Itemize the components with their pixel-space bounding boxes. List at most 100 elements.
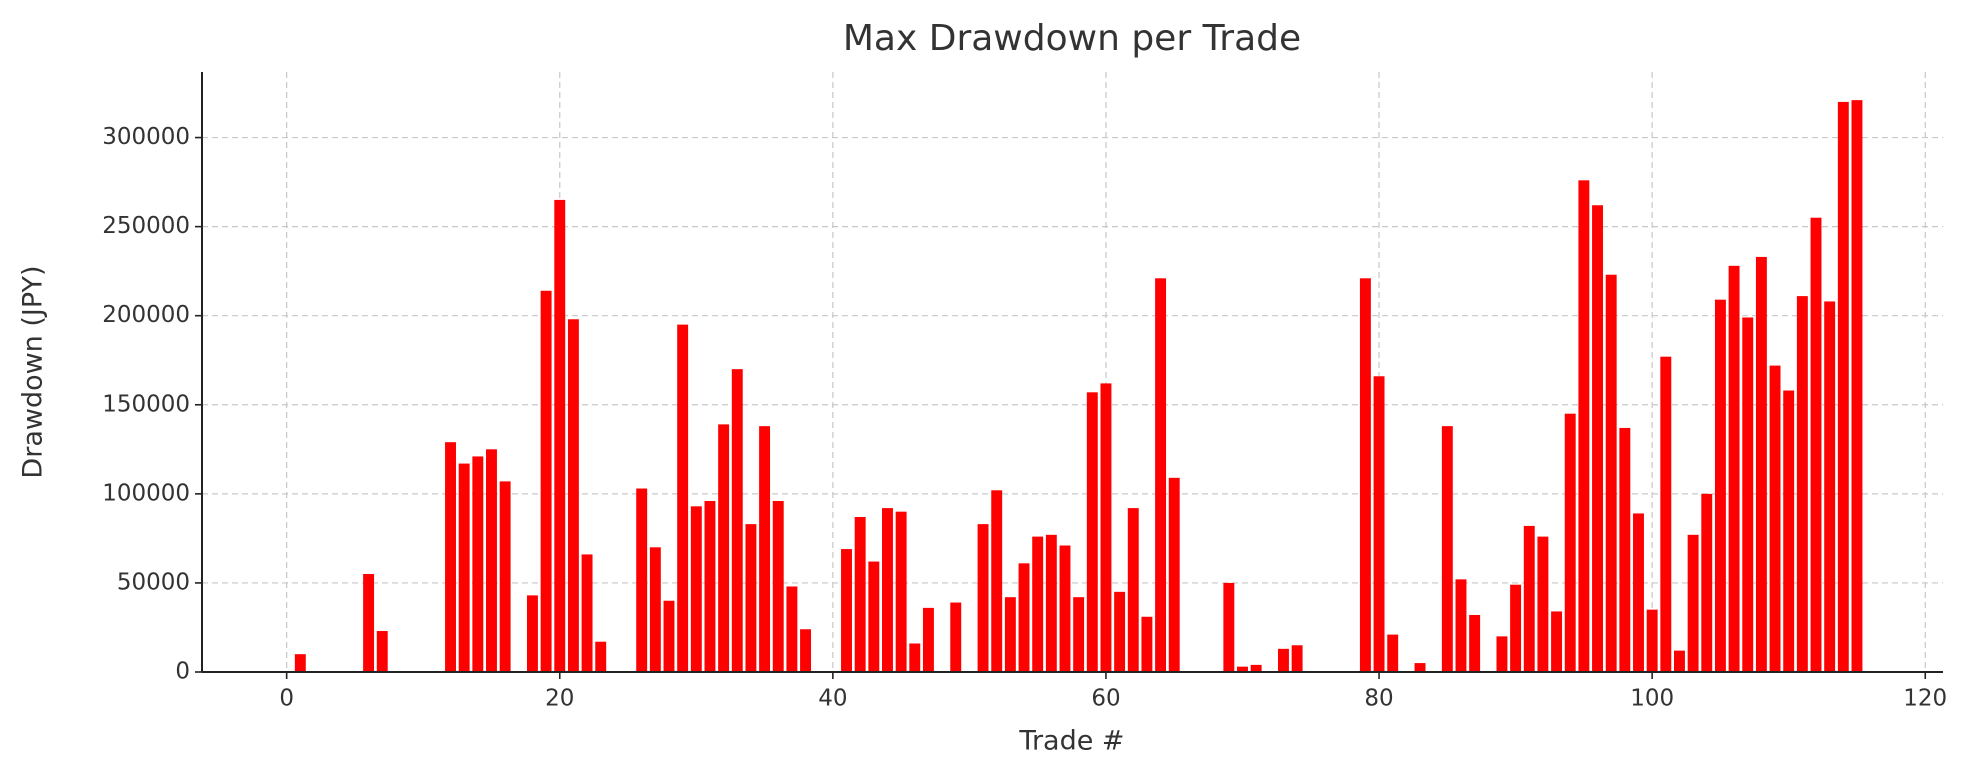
bar — [1114, 591, 1126, 672]
y-tick-label: 250000 — [102, 213, 190, 239]
bar — [1769, 365, 1781, 672]
bar — [486, 449, 497, 672]
bar — [595, 641, 607, 672]
bar — [731, 369, 743, 672]
bar — [1127, 508, 1139, 672]
bar — [1059, 545, 1071, 672]
bar — [663, 600, 675, 672]
bar — [1237, 666, 1248, 672]
bar — [1783, 390, 1795, 672]
bar — [567, 319, 579, 672]
bar — [1687, 534, 1699, 672]
bar — [1291, 645, 1303, 672]
bar — [690, 506, 702, 672]
bar — [472, 456, 484, 672]
bar — [1032, 536, 1044, 672]
bar — [554, 199, 566, 673]
bar — [991, 490, 1003, 672]
bar — [1100, 383, 1112, 672]
bar — [1551, 611, 1563, 672]
x-tick-label: 60 — [1091, 686, 1120, 712]
bar — [581, 554, 593, 672]
bar — [363, 574, 375, 672]
bar — [1223, 582, 1235, 672]
bar — [1592, 205, 1603, 672]
bar — [1605, 274, 1617, 672]
bar — [1564, 413, 1576, 672]
bar — [677, 324, 689, 672]
y-tick-label: 150000 — [102, 391, 190, 417]
bar — [1250, 664, 1262, 672]
bar — [1714, 299, 1726, 672]
bar — [977, 524, 989, 672]
bar — [445, 442, 456, 672]
bar — [1414, 663, 1426, 672]
bar — [1755, 256, 1767, 672]
bar — [636, 488, 648, 672]
bar — [1537, 536, 1549, 672]
bar — [1359, 278, 1371, 672]
bar — [1373, 376, 1385, 672]
bar — [1141, 616, 1153, 672]
bar — [1168, 477, 1180, 672]
bar — [649, 547, 661, 672]
bar — [1004, 597, 1016, 672]
bar — [1045, 534, 1057, 672]
bar — [376, 631, 388, 672]
bar — [526, 595, 538, 672]
bar — [1646, 609, 1658, 672]
bar — [704, 500, 716, 672]
bar — [1523, 525, 1535, 672]
bar — [1496, 636, 1508, 672]
bar — [1851, 100, 1863, 672]
bar — [1660, 356, 1672, 672]
bar — [1387, 634, 1399, 672]
bar — [1086, 392, 1098, 672]
x-tick-label: 20 — [545, 686, 574, 712]
chart-title: Max Drawdown per Trade — [843, 18, 1301, 59]
x-tick-label: 100 — [1630, 686, 1674, 712]
bar — [882, 508, 893, 672]
x-tick-label: 0 — [279, 686, 294, 712]
y-tick-label: 50000 — [117, 569, 190, 595]
bar — [786, 586, 798, 672]
x-tick-label: 120 — [1903, 686, 1947, 712]
bar — [1824, 301, 1836, 672]
y-tick-label: 300000 — [102, 124, 190, 150]
y-tick-label: 100000 — [102, 480, 190, 506]
bar — [1073, 597, 1085, 672]
bar — [895, 511, 907, 672]
y-tick-label: 0 — [175, 659, 190, 685]
x-tick-label: 80 — [1364, 686, 1393, 712]
bar — [950, 602, 962, 672]
bar — [540, 290, 552, 672]
bar — [499, 481, 511, 672]
bar — [868, 561, 880, 672]
bar — [1018, 563, 1030, 672]
bar — [458, 463, 470, 672]
bar — [1837, 101, 1849, 673]
bar — [1510, 584, 1522, 672]
bar — [800, 629, 812, 672]
bar — [1455, 579, 1467, 672]
bar — [1728, 265, 1740, 672]
bar — [772, 500, 784, 672]
bar — [1701, 493, 1713, 672]
bar — [1155, 278, 1167, 672]
y-tick-label: 200000 — [102, 302, 190, 328]
x-axis-label: Trade # — [1018, 726, 1124, 757]
bar — [1796, 296, 1808, 672]
bar — [854, 517, 866, 672]
bar — [1810, 217, 1822, 672]
bar — [1633, 513, 1644, 672]
bar — [759, 426, 771, 672]
bar — [909, 643, 921, 672]
bar — [1619, 427, 1631, 672]
bar — [294, 654, 306, 672]
bar — [1578, 180, 1590, 672]
bar — [1673, 650, 1685, 672]
y-axis-label: Drawdown (JPY) — [18, 265, 49, 478]
x-tick-label: 40 — [818, 686, 847, 712]
bar — [1742, 317, 1754, 672]
